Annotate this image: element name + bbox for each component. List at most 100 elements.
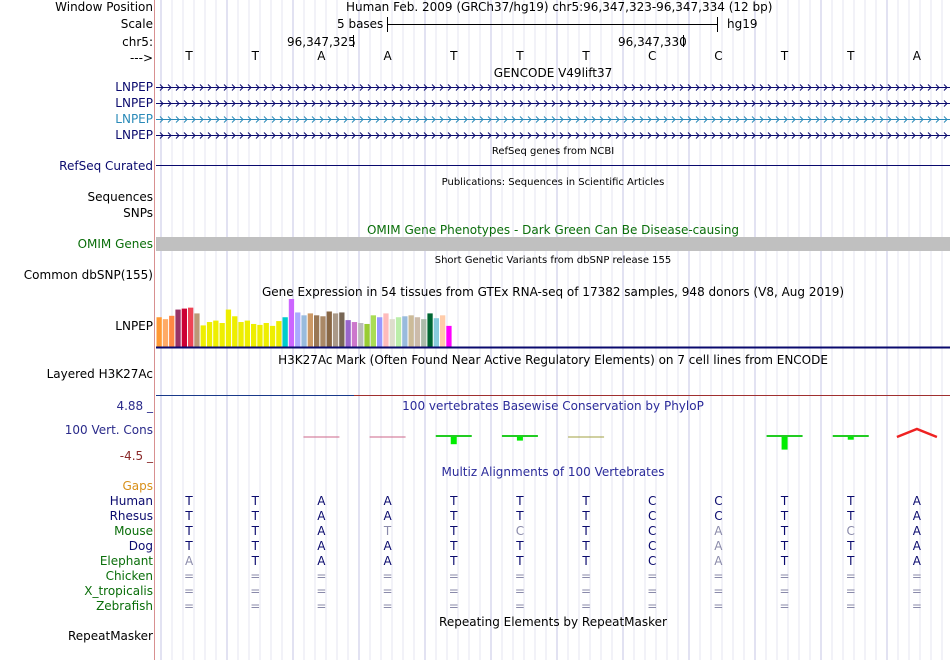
strand-arrow: [655, 100, 660, 107]
position-title[interactable]: Human Feb. 2009 (GRCh37/hg19) chr5:96,34…: [346, 0, 773, 14]
base-cell: T: [450, 539, 458, 553]
omim-gene-bar[interactable]: [156, 237, 950, 251]
h3k27ac-title[interactable]: H3K27Ac Mark (Often Found Near Active Re…: [278, 353, 828, 367]
species-label[interactable]: X_tropicalis: [84, 584, 153, 598]
conservation-bar: [847, 437, 854, 440]
conservation-title[interactable]: 100 vertebrates Basewise Conservation by…: [402, 399, 704, 413]
omim-title[interactable]: OMIM Gene Phenotypes - Dark Green Can Be…: [366, 223, 740, 237]
strand-arrow: [503, 132, 508, 139]
base-cell: A: [912, 539, 922, 553]
gtex-tissue-bar: [301, 315, 307, 347]
strand-arrow: [159, 100, 164, 107]
strand-arrow: [295, 100, 300, 107]
strand-arrow: [783, 84, 788, 91]
multiz-title[interactable]: Multiz Alignments of 100 Vertebrates: [441, 465, 665, 479]
gencode-track-label[interactable]: LNPEP: [115, 112, 153, 126]
strand-arrow: [479, 100, 484, 107]
gtex-tissue-bar: [389, 319, 395, 347]
strand-arrow: [759, 100, 764, 107]
base-cell: =: [382, 599, 393, 613]
gtex-expression-chart[interactable]: [156, 299, 950, 351]
strand-arrow: [159, 132, 164, 139]
strand-arrow: [767, 132, 772, 139]
strand-arrow: [799, 116, 804, 123]
publications-label-snps[interactable]: SNPs: [123, 206, 153, 220]
conservation-label[interactable]: 100 Vert. Cons: [64, 423, 153, 437]
strand-arrow: [287, 116, 292, 123]
gtex-tissue-bar: [225, 309, 232, 347]
strand-arrow: [535, 116, 540, 123]
publications-label-sequences[interactable]: Sequences: [87, 190, 153, 204]
base-cell: =: [845, 584, 856, 598]
gencode-track-label[interactable]: LNPEP: [115, 96, 153, 110]
publications-title[interactable]: Publications: Sequences in Scientific Ar…: [441, 177, 665, 188]
strand-arrow: [287, 84, 292, 91]
base-cell: T: [185, 524, 193, 538]
strand-arrow: [359, 100, 364, 107]
species-label[interactable]: Chicken: [105, 569, 153, 583]
gtex-label[interactable]: LNPEP: [115, 319, 153, 333]
base-cell: C: [714, 49, 723, 63]
repeatmasker-label[interactable]: RepeatMasker: [67, 629, 153, 643]
species-label[interactable]: Rhesus: [109, 509, 153, 523]
base-cell: T: [450, 554, 458, 568]
strand-arrow: [703, 116, 708, 123]
base-cell: =: [581, 599, 592, 613]
refseq-title[interactable]: RefSeq genes from NCBI: [491, 146, 615, 157]
gencode-transcripts[interactable]: [156, 80, 950, 144]
base-cell: A: [317, 49, 326, 63]
strand-arrow: [631, 84, 636, 91]
strand-arrow: [303, 116, 308, 123]
strand-arrow: [855, 100, 860, 107]
strand-arrow: [503, 100, 508, 107]
strand-arrow: [183, 100, 188, 107]
refseq-gene-line[interactable]: [156, 165, 950, 166]
conservation-plot[interactable]: [156, 415, 950, 465]
gtex-tissue-bar: [188, 307, 194, 347]
strand-arrow: [319, 84, 324, 91]
gtex-tissue-bar: [332, 313, 339, 347]
strand-arrow: [343, 84, 348, 91]
strand-arrow: [423, 132, 428, 139]
strand-arrow: [887, 132, 892, 139]
strand-arrow: [775, 100, 780, 107]
gencode-track-label[interactable]: LNPEP: [115, 128, 153, 142]
omim-label[interactable]: OMIM Genes: [77, 237, 153, 251]
gencode-track-label[interactable]: LNPEP: [115, 80, 153, 94]
refseq-label[interactable]: RefSeq Curated: [59, 159, 153, 173]
strand-arrow: [711, 132, 716, 139]
dbsnp-label[interactable]: Common dbSNP(155): [23, 268, 153, 282]
species-label[interactable]: Dog: [128, 539, 153, 553]
gtex-title[interactable]: Gene Expression in 54 tissues from GTEx …: [261, 285, 845, 299]
species-label[interactable]: Mouse: [114, 524, 153, 538]
gencode-title[interactable]: GENCODE V49lift37: [493, 66, 613, 80]
base-cell: T: [516, 494, 524, 508]
species-label[interactable]: Human: [109, 494, 153, 508]
species-label[interactable]: Elephant: [99, 554, 153, 568]
dbsnp-title[interactable]: Short Genetic Variants from dbSNP releas…: [434, 255, 672, 266]
strand-arrow: [591, 132, 596, 139]
strand-arrow: [847, 100, 852, 107]
strand-arrow: [367, 132, 372, 139]
strand-arrow: [351, 116, 356, 123]
strand-arrow: [655, 84, 660, 91]
base-cell: T: [251, 49, 259, 63]
base-cell: T: [251, 554, 259, 568]
strand-arrow: [527, 116, 532, 123]
strand-arrow: [423, 116, 428, 123]
base-cell: T: [450, 494, 458, 508]
strand-arrow: [559, 116, 564, 123]
repeatmasker-title[interactable]: Repeating Elements by RepeatMasker: [439, 615, 667, 629]
scale-bar: [387, 24, 717, 25]
h3k27ac-label[interactable]: Layered H3K27Ac: [46, 367, 153, 381]
species-label[interactable]: Zebrafish: [96, 599, 153, 613]
strand-arrow: [239, 132, 244, 139]
strand-arrow: [863, 116, 868, 123]
strand-arrow: [199, 100, 204, 107]
strand-arrow: [783, 116, 788, 123]
strand-arrow: [367, 100, 372, 107]
strand-arrow: [391, 100, 396, 107]
strand-arrow: [879, 100, 884, 107]
strand-arrow: [895, 132, 900, 139]
strand-arrow: [623, 132, 628, 139]
